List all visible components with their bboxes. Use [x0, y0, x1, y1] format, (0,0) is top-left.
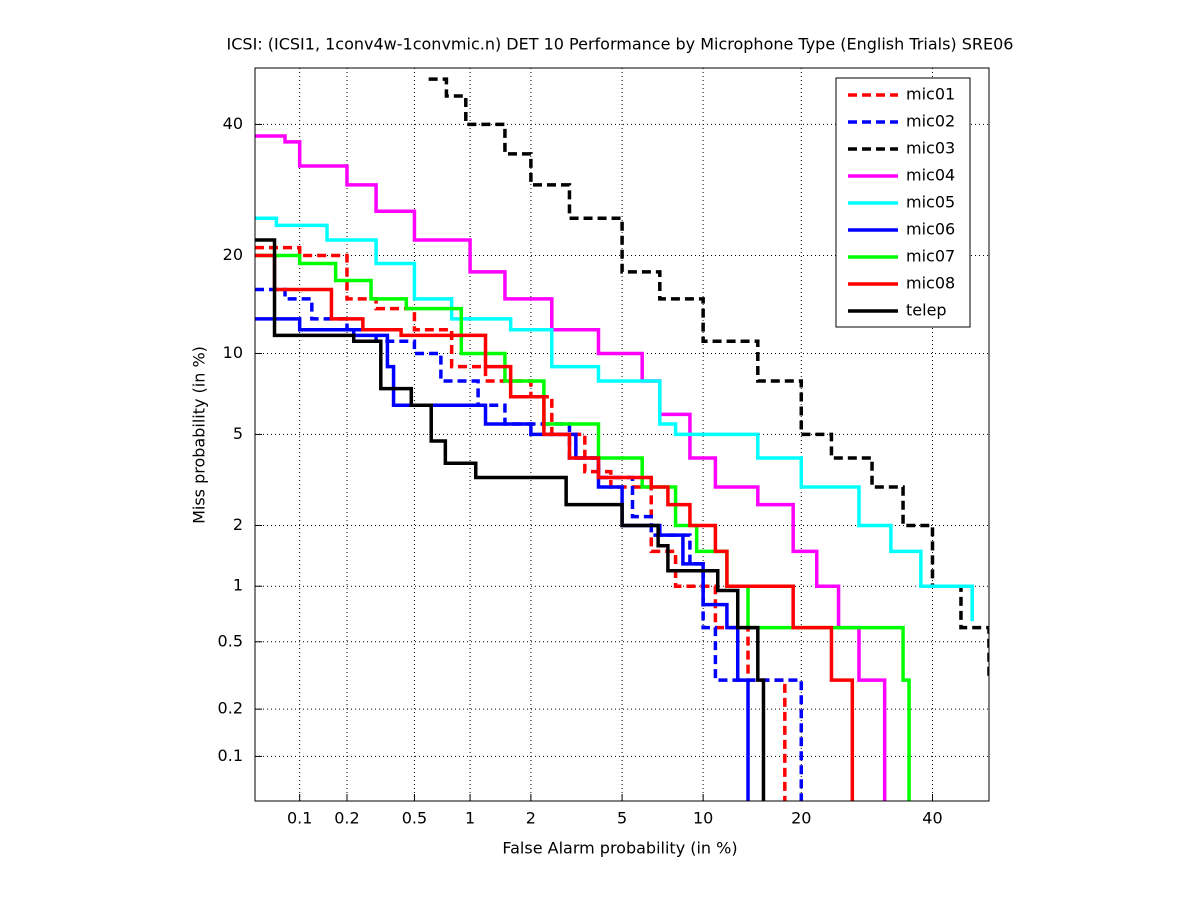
x-tick-label: 0.1 [287, 809, 312, 828]
det-curve [255, 253, 855, 801]
x-tick-label: 10 [693, 809, 713, 828]
legend-label: mic05 [906, 193, 955, 212]
legend-label: mic01 [906, 85, 955, 104]
legend-label: mic07 [906, 247, 955, 266]
y-axis-label: Miss probability (in %) [190, 346, 209, 524]
y-tick-label: 10 [223, 343, 243, 362]
chart-title: ICSI: (ICSI1, 1conv4w-1convmic.n) DET 10… [227, 35, 1014, 54]
y-tick-label: 0.1 [218, 746, 243, 765]
x-tick-label: 2 [526, 809, 536, 828]
legend-label: mic08 [906, 274, 955, 293]
legend-label: mic06 [906, 220, 955, 239]
y-tick-label: 40 [223, 114, 243, 133]
legend-label: telep [906, 301, 947, 320]
legend-label: mic04 [906, 166, 955, 185]
det-curve [255, 134, 887, 801]
y-tick-label: 20 [223, 245, 243, 264]
y-tick-label: 0.5 [218, 631, 243, 650]
det-curve [428, 77, 989, 681]
y-tick-label: 0.2 [218, 699, 243, 718]
plot-frame [254, 67, 990, 802]
legend-label: mic02 [906, 112, 955, 131]
y-tick-label: 5 [233, 424, 243, 443]
y-tick-label: 2 [233, 515, 243, 534]
det-curve [255, 216, 974, 622]
x-tick-label: 1 [465, 809, 475, 828]
det-curve [255, 238, 766, 801]
y-tick-label: 1 [233, 576, 243, 595]
x-axis-label: False Alarm probability (in %) [502, 839, 737, 858]
x-tick-label: 0.2 [334, 809, 359, 828]
x-tick-label: 5 [617, 809, 627, 828]
legend-label: mic03 [906, 139, 955, 158]
x-tick-label: 40 [922, 809, 942, 828]
x-tick-label: 20 [791, 809, 811, 828]
x-tick-label: 0.5 [402, 809, 427, 828]
det-curve [255, 253, 911, 801]
